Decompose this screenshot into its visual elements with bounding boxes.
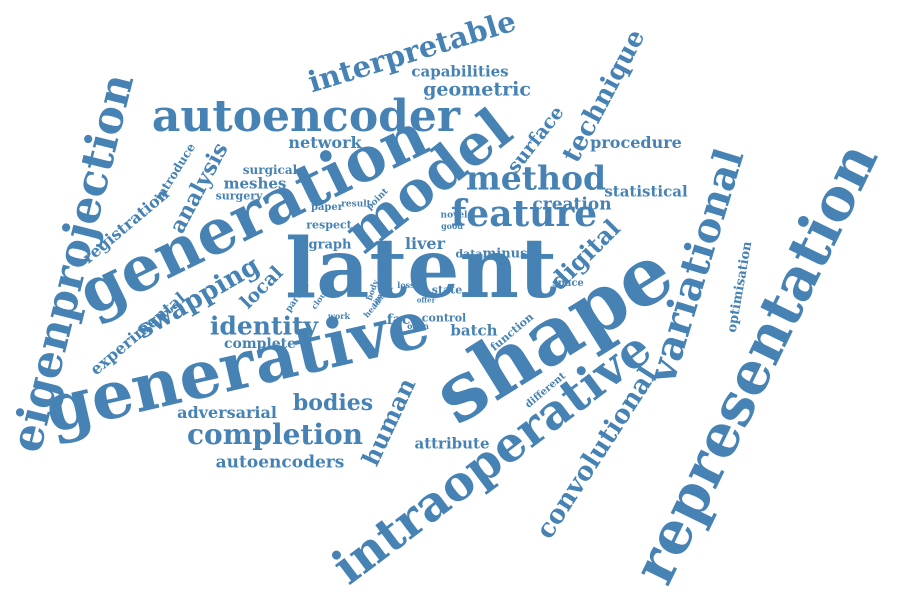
- word-loss: loss: [397, 281, 414, 289]
- word-graph: graph: [309, 239, 352, 252]
- word-respect: respect: [306, 220, 351, 231]
- word-geometric: geometric: [423, 81, 531, 100]
- word-open: open: [407, 322, 429, 330]
- word-minus: minus: [483, 248, 528, 261]
- word-autoencoders: autoencoders: [216, 455, 345, 472]
- word-surgery: surgery: [216, 191, 263, 202]
- word-novel: novel: [441, 212, 468, 221]
- word-good: good: [441, 222, 463, 230]
- word-statistical: statistical: [604, 185, 687, 200]
- word-creation: creation: [532, 197, 611, 214]
- word-adversarial: adversarial: [177, 405, 277, 421]
- word-procedure: procedure: [590, 135, 682, 151]
- word-method: method: [466, 162, 606, 195]
- word-paper: paper: [311, 203, 343, 213]
- word-identity: identity: [210, 314, 318, 339]
- word-state: state: [432, 285, 462, 296]
- word-human: human: [358, 375, 419, 470]
- word-liver: liver: [405, 236, 445, 252]
- word-complete: complete: [224, 337, 296, 351]
- word-work: work: [328, 312, 350, 320]
- word-surgical: surgical: [243, 164, 297, 176]
- word-completion: completion: [187, 421, 363, 449]
- word-batch: batch: [450, 324, 497, 339]
- word-attribute: attribute: [414, 437, 489, 452]
- word-data: data: [455, 249, 482, 260]
- word-bodies: bodies: [293, 392, 373, 414]
- word-offer: offer: [417, 297, 436, 304]
- word-network: network: [288, 135, 361, 151]
- word-capabilities: capabilities: [411, 65, 508, 80]
- word-space: space: [552, 279, 584, 289]
